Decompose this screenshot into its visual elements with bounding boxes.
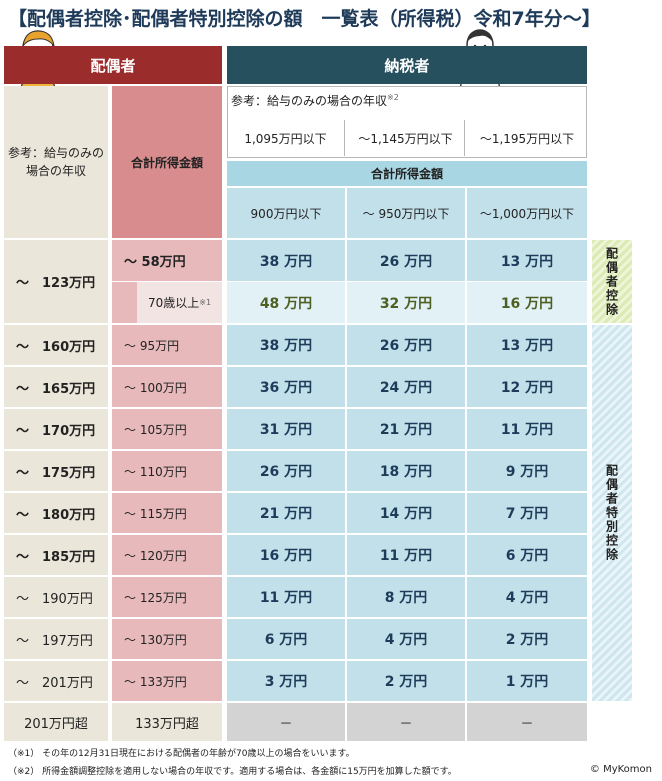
special-deduction-side-label: 配偶者特別控除 <box>604 464 619 562</box>
senior-deduction-value: 48 万円 <box>227 282 345 323</box>
page-title: 【配偶者控除･配偶者特別控除の額 一覧表（所得税）令和7年分～】 <box>8 8 601 30</box>
taxpayer-total-col-3: ～1,000万円以下 <box>467 188 587 238</box>
taxpayer-ref-col-1: 1,095万円以下 <box>227 120 345 156</box>
deduction-value: 31 万円 <box>227 409 345 449</box>
spouse-total-income-header: 合計所得金額 <box>112 86 222 238</box>
no-deduction-value: － <box>347 703 465 741</box>
deduction-value: 24 万円 <box>347 367 465 407</box>
taxpayer-total-income-header: 合計所得金額 <box>227 161 587 186</box>
deduction-value: 3 万円 <box>227 661 345 701</box>
deduction-value: 13 万円 <box>467 325 587 365</box>
credit-text: © MyKomon <box>589 764 652 775</box>
senior-deduction-value: 16 万円 <box>467 282 587 323</box>
income-indent-cell <box>112 282 137 323</box>
deduction-value: 2 万円 <box>347 661 465 701</box>
taxpayer-ref-box <box>227 86 587 158</box>
income-cell: ～ 133万円 <box>112 661 222 701</box>
deduction-value: 6 万円 <box>227 619 345 659</box>
deduction-value: 36 万円 <box>227 367 345 407</box>
taxpayer-total-col-2: ～ 950万円以下 <box>347 188 465 238</box>
salary-cell: ～ 170万円 <box>4 409 108 449</box>
deduction-value: 4 万円 <box>347 619 465 659</box>
deduction-value: 26 万円 <box>347 325 465 365</box>
spouse-header: 配偶者 <box>4 46 222 84</box>
senior-income-cell: 70歳以上 ※1 <box>137 282 222 323</box>
spouse-deduction-side-label: 配偶者控除 <box>604 246 619 317</box>
salary-cell: ～ 201万円 <box>4 661 108 701</box>
taxpayer-header: 納税者 <box>227 46 587 84</box>
salary-cell: ～ 123万円 <box>4 240 108 323</box>
deduction-value: 9 万円 <box>467 451 587 491</box>
income-cell: ～ 130万円 <box>112 619 222 659</box>
deduction-value: 38 万円 <box>227 325 345 365</box>
income-cell: ～ 95万円 <box>112 325 222 365</box>
income-cell: ～ 58万円 <box>112 240 222 281</box>
taxpayer-ref-label: 参考：給与のみの場合の年収※2 <box>231 93 399 108</box>
deduction-value: 8 万円 <box>347 577 465 617</box>
deduction-value: 2 万円 <box>467 619 587 659</box>
salary-cell: ～ 160万円 <box>4 325 108 365</box>
deduction-value: 21 万円 <box>347 409 465 449</box>
deduction-value: 12 万円 <box>467 367 587 407</box>
special-deduction-side-label-bg: 配偶者特別控除 <box>592 325 632 701</box>
salary-cell: ～ 175万円 <box>4 451 108 491</box>
footnote-1: （※1） その年の12月31日現在における配偶者の年齢が70歳以上の場合をいいま… <box>8 749 355 759</box>
deduction-value: 4 万円 <box>467 577 587 617</box>
taxpayer-ref-col-2: ～1,145万円以下 <box>347 120 465 156</box>
deduction-value: 1 万円 <box>467 661 587 701</box>
deduction-value: 6 万円 <box>467 535 587 575</box>
income-cell: ～ 100万円 <box>112 367 222 407</box>
income-cell: ～ 125万円 <box>112 577 222 617</box>
spouse-deduction-side-label-bg: 配偶者控除 <box>592 240 632 323</box>
deduction-value: 18 万円 <box>347 451 465 491</box>
senior-deduction-value: 32 万円 <box>347 282 465 323</box>
income-cell: ～ 110万円 <box>112 451 222 491</box>
deduction-value: 26 万円 <box>227 451 345 491</box>
footnote-2: （※2） 所得金額調整控除を適用しない場合の年収です。適用する場合は、各金額に1… <box>8 767 457 777</box>
spouse-ref-income-header: 参考：給与のみの場合の年収 <box>8 146 105 178</box>
income-cell: ～ 115万円 <box>112 493 222 533</box>
spouse-ref-income-header-bg <box>4 86 108 238</box>
deduction-value: 14 万円 <box>347 493 465 533</box>
income-cell: 133万円超 <box>112 703 222 741</box>
deduction-value: 11 万円 <box>227 577 345 617</box>
income-cell: ～ 120万円 <box>112 535 222 575</box>
deduction-value: 16 万円 <box>227 535 345 575</box>
income-cell: ～ 105万円 <box>112 409 222 449</box>
deduction-value: 11 万円 <box>467 409 587 449</box>
deduction-value: 13 万円 <box>467 240 587 281</box>
no-deduction-value: － <box>467 703 587 741</box>
taxpayer-ref-col-3: ～1,195万円以下 <box>479 131 575 146</box>
salary-cell: ～ 190万円 <box>4 577 108 617</box>
salary-cell: 201万円超 <box>4 703 108 741</box>
salary-cell: ～ 197万円 <box>4 619 108 659</box>
deduction-value: 21 万円 <box>227 493 345 533</box>
taxpayer-total-col-1: 900万円以下 <box>227 188 345 238</box>
salary-cell: ～ 185万円 <box>4 535 108 575</box>
deduction-value: 11 万円 <box>347 535 465 575</box>
salary-cell: ～ 165万円 <box>4 367 108 407</box>
deduction-value: 7 万円 <box>467 493 587 533</box>
salary-cell: ～ 180万円 <box>4 493 108 533</box>
no-deduction-value: － <box>227 703 345 741</box>
deduction-value: 38 万円 <box>227 240 345 281</box>
deduction-value: 26 万円 <box>347 240 465 281</box>
